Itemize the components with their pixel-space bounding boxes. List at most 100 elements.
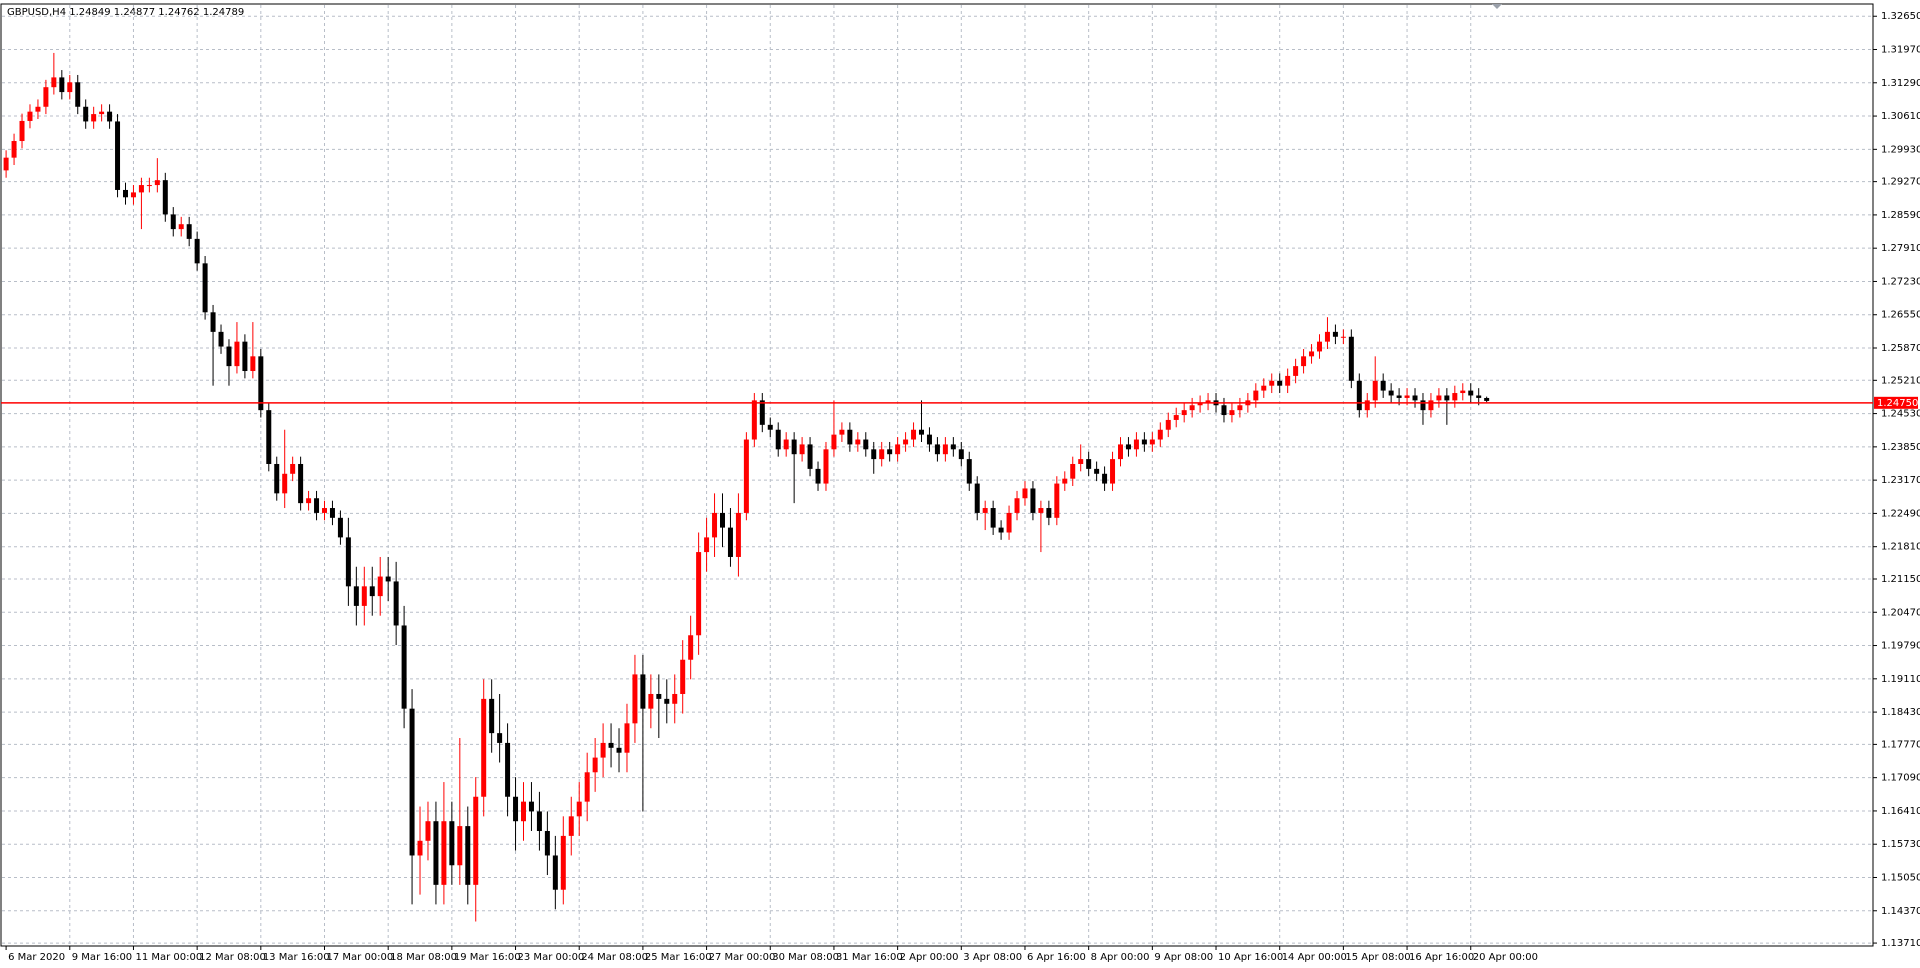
candle-body (926, 434, 932, 445)
y-tick-label: 1.14370 (1881, 906, 1920, 917)
candle-body (823, 449, 829, 484)
candle-body (1444, 395, 1450, 401)
candle-body (1452, 393, 1458, 401)
y-tick-label: 1.27910 (1881, 243, 1920, 254)
candle-body (250, 356, 256, 372)
candle-body (783, 439, 789, 450)
y-tick-label: 1.19110 (1881, 674, 1920, 685)
candle-body (735, 512, 741, 557)
candle-body (648, 693, 654, 709)
candle-body (1237, 405, 1243, 411)
x-tick-label: 17 Mar 00:00 (327, 952, 394, 963)
candle-body (1078, 459, 1084, 464)
candle-body (329, 508, 335, 518)
candle-body (481, 698, 487, 797)
candle-body (1221, 405, 1227, 416)
candle-body (393, 581, 399, 626)
candle-body (154, 180, 160, 186)
x-tick-label: 6 Apr 16:00 (1027, 952, 1086, 963)
candle-body (186, 224, 192, 239)
y-tick-label: 1.21810 (1881, 542, 1920, 553)
candle-body (966, 459, 972, 484)
candle-body (576, 801, 582, 817)
y-tick-label: 1.29270 (1881, 177, 1920, 188)
candle-body (1396, 395, 1402, 398)
candle-body (1436, 395, 1442, 401)
candle-body (1309, 351, 1315, 357)
candle-body (35, 106, 41, 112)
x-tick-label: 14 Apr 00:00 (1282, 952, 1347, 963)
candle-body (1062, 478, 1068, 484)
candle-body (353, 586, 359, 606)
candle-body (473, 796, 479, 885)
candle-body (1149, 439, 1155, 445)
candle-body (242, 341, 248, 372)
x-tick-label: 6 Mar 2020 (8, 952, 65, 963)
candle-body (1205, 400, 1211, 403)
candle-body (75, 82, 81, 107)
price-label-box (1874, 396, 1918, 409)
y-tick-label: 1.32650 (1881, 11, 1920, 22)
candle-body (791, 439, 797, 455)
y-tick-label: 1.23170 (1881, 475, 1920, 486)
candle-body (99, 111, 105, 115)
x-tick-label: 10 Apr 16:00 (1218, 952, 1283, 963)
y-tick-label: 1.31970 (1881, 45, 1920, 56)
x-tick-label: 9 Mar 16:00 (72, 952, 132, 963)
candle-body (568, 816, 574, 836)
candle-body (632, 674, 638, 724)
candle-body (1420, 400, 1426, 411)
candle-body (1118, 444, 1123, 460)
candle-body (1110, 459, 1116, 484)
x-tick-label: 19 Mar 16:00 (454, 952, 521, 963)
candle-body (544, 831, 550, 856)
candle-body (417, 840, 423, 856)
x-tick-label: 27 Mar 00:00 (709, 952, 776, 963)
x-tick-label: 12 Mar 08:00 (199, 952, 266, 963)
candle-body (584, 772, 590, 802)
candle-body (1181, 410, 1187, 416)
candle-body (521, 801, 526, 822)
candle-body (1340, 336, 1346, 338)
candle-body (1141, 439, 1147, 445)
candle-body (982, 508, 988, 513)
candle-body (815, 468, 821, 484)
candle-body (1070, 463, 1076, 479)
candle-body (369, 586, 375, 597)
x-tick-label: 31 Mar 16:00 (836, 952, 903, 963)
candle-body (1277, 380, 1283, 386)
candle-body (974, 483, 980, 513)
candle-body (640, 674, 646, 709)
candle-body (1173, 415, 1179, 420)
candle-body (11, 141, 17, 158)
y-tick-label: 1.22490 (1881, 508, 1920, 519)
candle-body (3, 157, 9, 171)
candle-body (712, 512, 718, 538)
candle-body (759, 400, 765, 425)
candle-body (1348, 336, 1354, 381)
y-tick-label: 1.23850 (1881, 442, 1920, 453)
candle-body (258, 356, 264, 411)
candle-body (1428, 400, 1434, 411)
candle-body (990, 508, 996, 528)
price-label: 1.24750 (1877, 398, 1918, 409)
candle-body (998, 527, 1004, 533)
y-tick-label: 1.29930 (1881, 144, 1920, 155)
candle-body (536, 811, 542, 832)
candle-body (672, 693, 678, 704)
candle-body (465, 826, 471, 885)
candle-body (19, 120, 25, 142)
candle-body (441, 821, 447, 885)
x-tick-label: 18 Mar 08:00 (390, 952, 457, 963)
candle-body (895, 444, 901, 455)
candle-body (385, 576, 391, 582)
y-tick-label: 1.17770 (1881, 739, 1920, 750)
y-tick-label: 1.16410 (1881, 806, 1920, 817)
candle-body (1332, 331, 1338, 337)
candle-body (345, 537, 351, 587)
x-tick-label: 23 Mar 00:00 (518, 952, 585, 963)
candle-body (1412, 395, 1418, 401)
candle-body (107, 111, 113, 122)
candle-body (1006, 512, 1012, 533)
